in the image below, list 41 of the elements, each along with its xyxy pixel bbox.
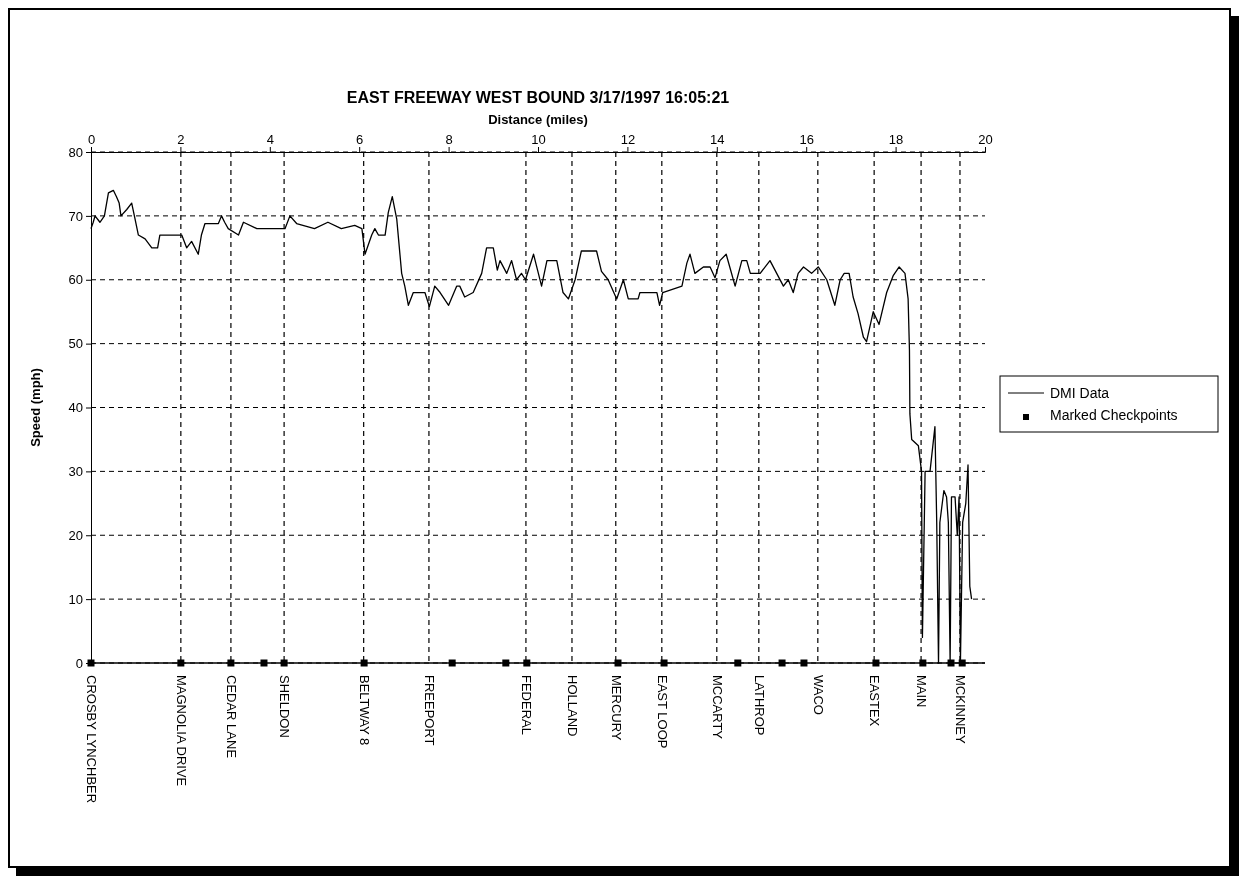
ref-line-label: MAGNOLIA DRIVE (173, 675, 189, 787)
ref-line-label: MCKINNEY (952, 675, 968, 744)
chart-title: EAST FREEWAY WEST BOUND 3/17/1997 16:05:21 (346, 89, 730, 106)
ref-line-label: LATHROP (751, 675, 767, 736)
ref-line-label: EAST LOOP (654, 675, 670, 749)
legend-label: Marked Checkpoints (1050, 407, 1178, 423)
x-tick-label: 12 (620, 132, 636, 147)
y-tick-label: 20 (68, 527, 83, 543)
y-tick-label: 40 (68, 400, 83, 416)
x-tick-label: 14 (710, 132, 725, 147)
x-tick-label: 6 (356, 132, 364, 147)
y-tick-label: 60 (68, 272, 83, 288)
x-tick-label: 8 (445, 132, 453, 147)
y-tick-label: 70 (68, 208, 83, 224)
x-axis-title: Distance (miles) (488, 112, 588, 127)
x-tick-label: 10 (531, 132, 546, 147)
ref-line-label: WACO (810, 675, 826, 715)
annotation: CROSBY LYNCHBER (84, 675, 99, 804)
ref-line-label: BELTWAY 8 (356, 675, 372, 746)
y-tick-label: 0 (75, 655, 83, 671)
y-tick-label: 80 (68, 144, 83, 160)
y-axis-title: Speed (mph) (28, 368, 43, 447)
x-tick-label: 18 (888, 132, 904, 147)
ref-line-label: FEDERAL (518, 675, 534, 735)
y-tick-label: 30 (68, 464, 83, 480)
ref-line-label: SHELDON (277, 675, 293, 738)
ref-line-label: MERCURY (608, 675, 624, 741)
ref-line-label: FREEPORT (421, 675, 437, 746)
x-tick-label: 20 (978, 132, 993, 147)
y-tick-label: 10 (68, 591, 83, 607)
x-tick-label: 4 (266, 132, 274, 147)
ref-line-label: HOLLAND (564, 675, 580, 737)
legend-label: DMI Data (1050, 385, 1110, 401)
ref-line-label: MCCARTY (709, 675, 725, 740)
ref-line-label: CEDAR LANE (223, 675, 239, 759)
x-tick-label: 16 (799, 132, 814, 147)
y-tick-label: 50 (68, 336, 83, 352)
ref-line-label: EASTEX (867, 675, 883, 727)
ref-line-label: MAIN (914, 675, 930, 708)
x-tick-label: 0 (87, 132, 96, 147)
x-tick-label: 2 (177, 132, 185, 147)
